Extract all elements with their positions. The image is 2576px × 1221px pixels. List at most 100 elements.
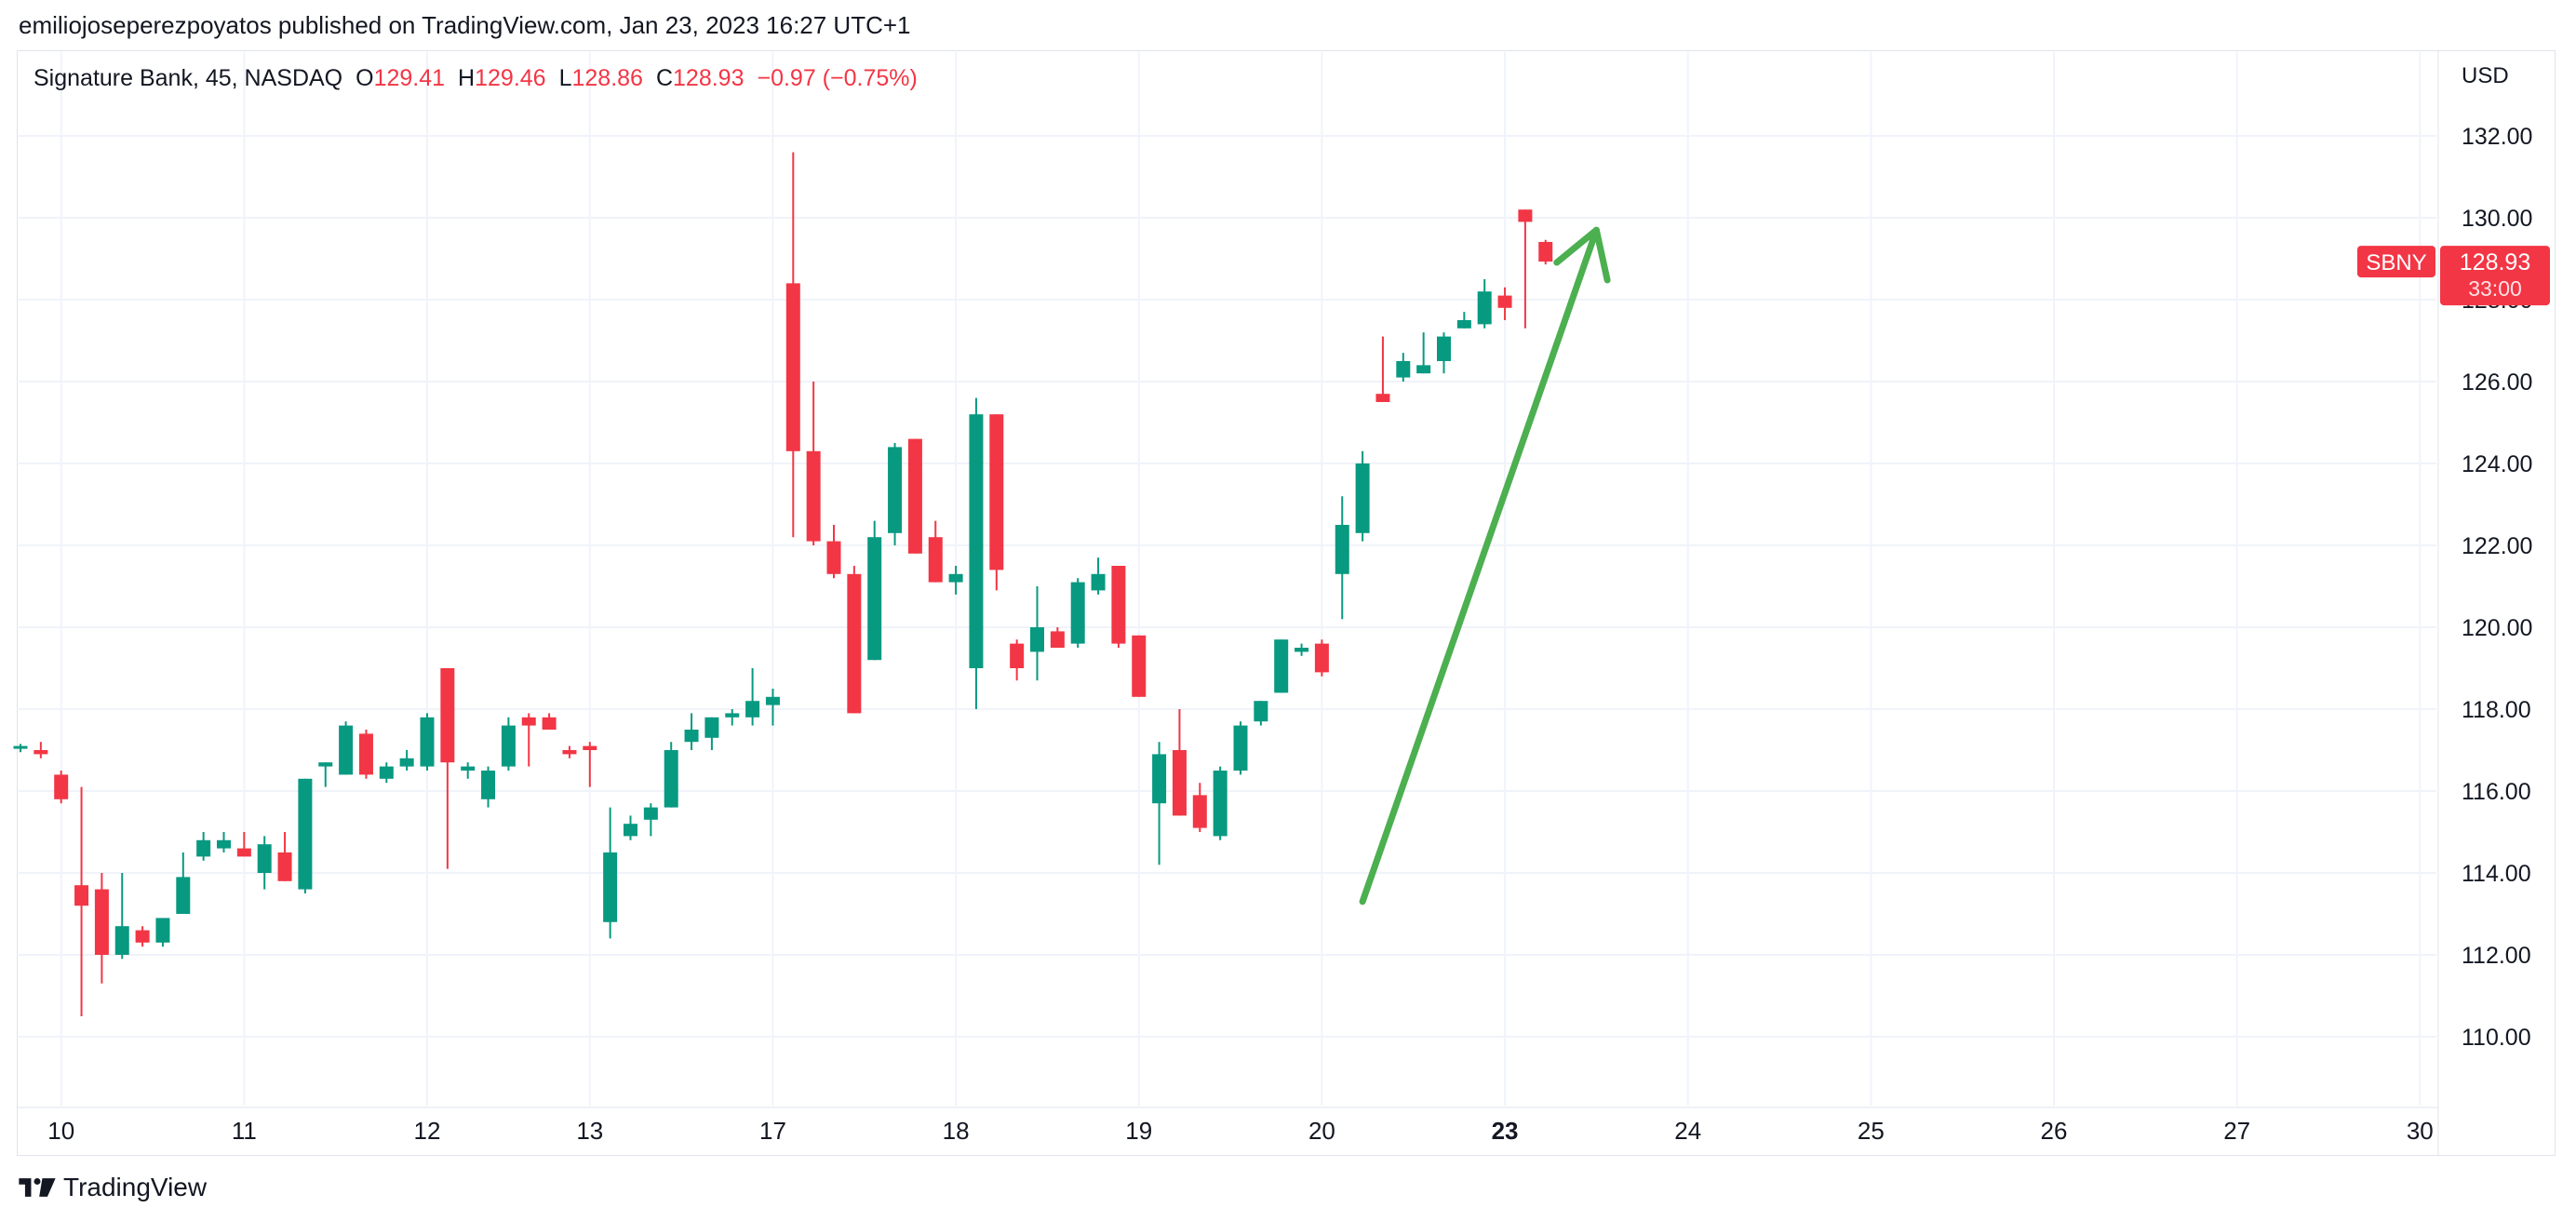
time-tick-label: 13 — [576, 1117, 603, 1145]
candle-body — [1091, 573, 1106, 591]
close-label: C — [655, 65, 674, 91]
candle-body — [765, 696, 780, 705]
published-caption: emiliojoseperezpoyatos published on Trad… — [19, 11, 911, 39]
candle — [399, 750, 414, 771]
candle-body — [1335, 525, 1349, 574]
candle — [603, 807, 618, 939]
candle-body — [1518, 209, 1533, 222]
price-tick-label: 120.00 — [2462, 615, 2532, 641]
candle — [745, 668, 760, 726]
symbol-legend: Signature Bank, 45, NASDAQ O129.41 H129.46… — [34, 65, 931, 92]
candle — [1437, 332, 1451, 374]
candle — [1050, 627, 1065, 648]
candle — [1355, 450, 1370, 542]
time-tick-label: 23 — [1492, 1117, 1519, 1145]
candle-body — [74, 885, 89, 906]
candle — [1132, 635, 1147, 697]
high-label: H — [458, 65, 476, 91]
candle — [989, 414, 1004, 591]
candle-body — [1152, 754, 1167, 804]
last-price-badge — [2440, 246, 2550, 306]
footer-brand[interactable]: TradingView — [19, 1173, 207, 1202]
time-tick-label: 26 — [2041, 1117, 2068, 1145]
candle-body — [339, 725, 354, 775]
candle-body — [1030, 627, 1044, 652]
candle-body — [155, 918, 170, 943]
candle — [114, 873, 129, 959]
candle — [94, 873, 109, 984]
time-tick-label: 11 — [232, 1117, 257, 1145]
candle-body — [1213, 771, 1228, 837]
time-tick-label: 30 — [2407, 1117, 2434, 1145]
price-tick-label: 112.00 — [2462, 943, 2531, 969]
candle — [1375, 336, 1390, 402]
candle — [684, 713, 699, 750]
candle — [969, 397, 984, 709]
tradingview-logo-icon — [19, 1177, 56, 1197]
open-label: O — [356, 65, 374, 91]
change-value: −0.97 (−0.75%) — [757, 65, 918, 91]
candle-body — [1314, 643, 1329, 673]
candle — [358, 730, 373, 779]
candle — [1213, 766, 1228, 840]
candle-body — [1254, 701, 1268, 722]
candle — [1335, 496, 1349, 620]
candle — [1111, 566, 1126, 648]
candle-body — [1416, 365, 1431, 374]
candle — [1070, 578, 1085, 648]
candle — [257, 836, 272, 890]
arrow-head — [1553, 226, 1611, 284]
candle-body — [907, 438, 922, 554]
candle — [583, 742, 597, 787]
candle-body — [135, 930, 150, 943]
candle-body — [1456, 320, 1471, 329]
candle — [1172, 709, 1187, 816]
candle — [1416, 332, 1431, 374]
brand-name: TradingView — [63, 1173, 208, 1201]
candle — [785, 152, 800, 538]
candle — [1497, 287, 1512, 320]
candle — [867, 520, 882, 661]
candle-body — [826, 541, 841, 574]
candle-body — [1233, 725, 1248, 771]
candle — [1477, 279, 1492, 329]
candle-body — [806, 450, 821, 542]
candle-body — [379, 766, 394, 779]
candle — [643, 803, 658, 837]
candle — [725, 709, 740, 726]
candle-body — [624, 824, 637, 837]
candle-body — [1274, 639, 1289, 693]
candle-body — [440, 668, 455, 763]
close-value: 128.93 — [673, 65, 745, 91]
candle — [1295, 643, 1309, 656]
candle-body — [928, 537, 943, 583]
candle-body — [1375, 394, 1390, 402]
currency-label: USD — [2462, 63, 2509, 88]
candle — [34, 742, 48, 758]
candle-body — [969, 414, 984, 668]
candle — [847, 566, 862, 714]
candle — [318, 762, 333, 787]
candle — [1233, 721, 1248, 775]
candle-body — [664, 750, 678, 808]
candle-body — [217, 839, 231, 849]
candle — [176, 852, 191, 914]
candle-body — [684, 730, 699, 743]
candle — [217, 832, 231, 852]
candle — [1030, 586, 1044, 681]
candle-body — [1070, 582, 1085, 644]
candle — [826, 525, 841, 579]
price-axis: 110.00 112.00 114.00 116.00 118.00 120.00 122.… — [2462, 124, 2532, 1051]
low-value: 128.86 — [571, 65, 643, 91]
candle-body — [745, 701, 760, 718]
candle-body — [1172, 750, 1187, 816]
price-tick-label: 126.00 — [2462, 369, 2532, 396]
candle-body — [1050, 631, 1065, 648]
candle — [704, 717, 719, 750]
time-tick-label: 17 — [759, 1117, 786, 1145]
candle-body — [603, 852, 618, 922]
candle — [461, 762, 476, 779]
open-value: 129.41 — [373, 65, 446, 91]
